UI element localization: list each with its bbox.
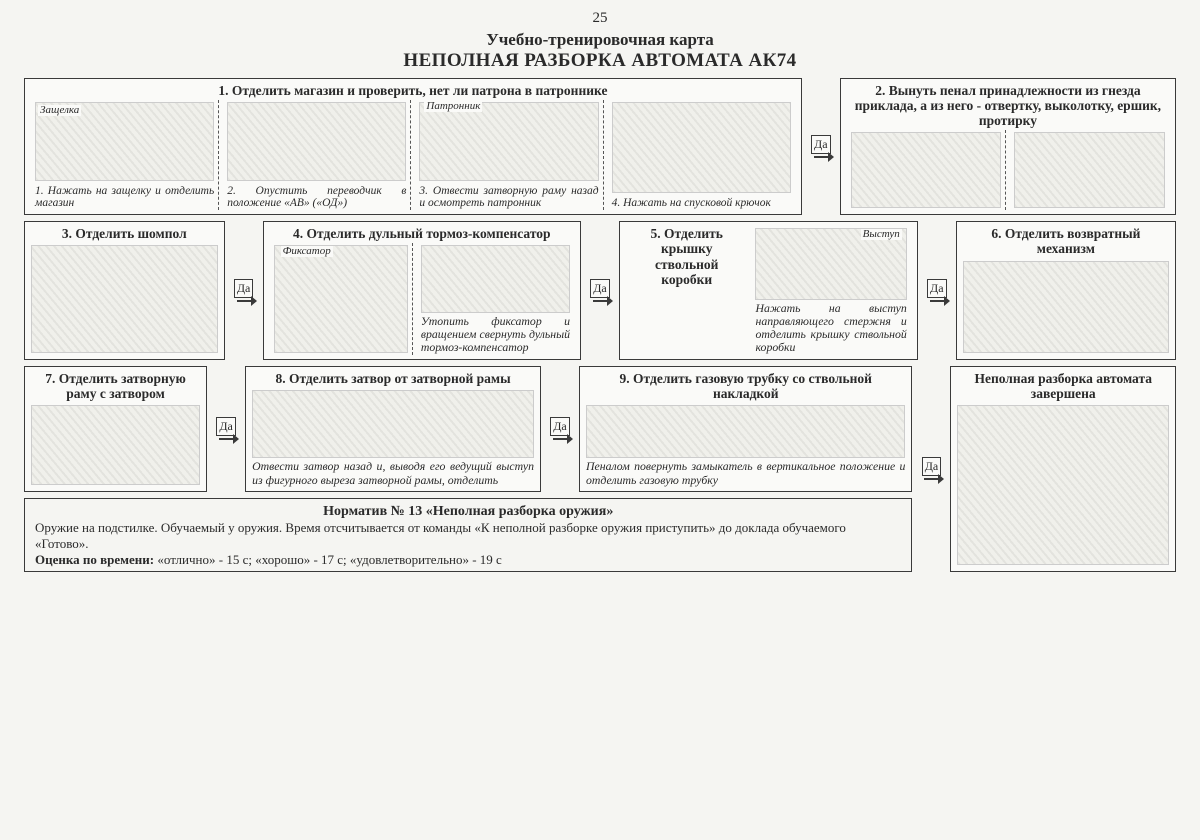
step-9-desc: Пеналом повернуть замыкатель в вертикаль… [586,460,905,486]
step-1-head: 1. Отделить магазин и проверить, нет ли … [31,83,795,98]
arrow-icon [237,300,251,302]
final-card: Неполная разборка автомата завершена [950,366,1176,573]
illustration [421,245,570,313]
score-values: «отлично» - 15 с; «хорошо» - 17 с; «удов… [154,552,502,567]
connector: Да [918,366,944,573]
step-9: 9. Отделить газовую трубку со ствольной … [579,366,912,492]
normative-box: Норматив № 13 «Неполная разборка оружия»… [24,498,912,573]
step-1-sub-1: Защелка 1. Нажать на защелку и отделить … [31,100,219,210]
illustration [612,102,791,193]
normative-body: Оружие на подстилке. Обучаемый у оружия.… [35,520,901,552]
illustration: Защелка [35,102,214,180]
step-1-sub-2: 2. Опустить переводчик в положение «АВ» … [223,100,411,210]
step-2-head: 2. Вынуть пенал принадлежности из гнезда… [847,83,1169,128]
caption: 2. Опустить переводчик в положение «АВ» … [227,185,406,211]
score-label: Оценка по времени: [35,552,154,567]
illustration [957,405,1169,566]
step-2: 2. Вынуть пенал принадлежности из гнезда… [840,78,1176,215]
label-vystup: Выступ [861,229,902,240]
step-3: 3. Отделить шомпол [24,221,225,359]
label-patronnik: Патронник [424,101,482,112]
illustration [963,261,1169,353]
step-1-sub-3: Патронник 3. Отвести затворную раму наза… [415,100,603,210]
illustration [851,132,1002,208]
step-5: 5. Отделить крышку ствольной коробки Выс… [619,221,918,359]
illustration [31,245,218,352]
step-7-head: 7. Отделить затворную раму с затвором [31,371,200,401]
training-card-page: 25 Учебно-тренировочная карта НЕПОЛНАЯ Р… [0,0,1200,572]
row-2: 3. Отделить шомпол Да 4. Отделить дульны… [24,221,1176,359]
title-block: Учебно-тренировочная карта НЕПОЛНАЯ РАЗБ… [24,30,1176,72]
arrow-icon [219,438,233,440]
illustration [31,405,200,485]
step-9-head: 9. Отделить газовую трубку со ствольной … [586,371,905,401]
normative-title: Норматив № 13 «Неполная разборка оружия» [35,503,901,520]
normative-score: Оценка по времени: «отлично» - 15 с; «хо… [35,552,901,568]
step-8-desc: Отвести затвор назад и, выводя его ведущ… [252,460,534,486]
caption: 4. Нажать на спусковой крючок [612,197,791,210]
step-4-desc: Утопить фиксатор и вращением свернуть ду… [421,315,570,355]
step-4-img: Фиксатор [270,243,413,354]
step-6-head: 6. Отделить возвратный механизм [963,226,1169,256]
connector: Да [231,221,257,359]
step-3-head: 3. Отделить шомпол [31,226,218,241]
step-5-right: Выступ Нажать на выступ направляющего ст… [751,226,910,354]
step-2-img-1 [847,130,1007,210]
page-number: 25 [24,10,1176,27]
step-1: 1. Отделить магазин и проверить, нет ли … [24,78,802,215]
illustration: Фиксатор [274,245,408,352]
connector: Да [213,366,239,492]
step-1-sub-4: 4. Нажать на спусковой крючок [608,100,795,210]
arrow-icon [924,478,938,480]
arrow-icon [593,300,607,302]
caption: 1. Нажать на защелку и отделить магазин [35,185,214,211]
illustration [586,405,905,459]
caption: 3. Отвести затворную раму назад и осмотр… [419,185,598,211]
arrow-icon [930,300,944,302]
row-3: 7. Отделить затворную раму с затвором Да… [24,366,1176,573]
step-7: 7. Отделить затворную раму с затвором [24,366,207,492]
step-6: 6. Отделить возвратный механизм [956,221,1176,359]
arrow-icon [553,438,567,440]
illustration [227,102,406,180]
step-5-head-wrap: 5. Отделить крышку ствольной коробки [626,226,747,354]
row-1: 1. Отделить магазин и проверить, нет ли … [24,78,1176,215]
step-5-desc: Нажать на выступ направляющего стержня и… [755,302,906,355]
main-title: НЕПОЛНАЯ РАЗБОРКА АВТОМАТА АК74 [24,50,1176,72]
illustration [1014,132,1165,208]
step-4-head: 4. Отделить дульный тормоз-компенсатор [270,226,574,241]
step-4-desc-wrap: Утопить фиксатор и вращением свернуть ду… [417,243,574,354]
final-head: Неполная разборка автомата завершена [957,371,1169,401]
illustration [252,390,534,459]
step-8: 8. Отделить затвор от затворной рамы Отв… [245,366,541,492]
label-zashchelka: Защелка [38,105,81,116]
connector: Да [808,78,834,215]
step-4: 4. Отделить дульный тормоз-компенсатор Ф… [263,221,581,359]
connector: Да [547,366,573,492]
subtitle: Учебно-тренировочная карта [24,30,1176,50]
connector: Да [587,221,613,359]
step-2-img-2 [1010,130,1169,210]
arrow-icon [814,156,828,158]
step-8-head: 8. Отделить затвор от затворной рамы [252,371,534,386]
illustration: Выступ [755,228,906,299]
illustration: Патронник [419,102,598,180]
connector: Да [924,221,950,359]
step-5-head: 5. Отделить крышку ствольной коробки [630,226,743,286]
label-fixator: Фиксатор [281,246,333,257]
